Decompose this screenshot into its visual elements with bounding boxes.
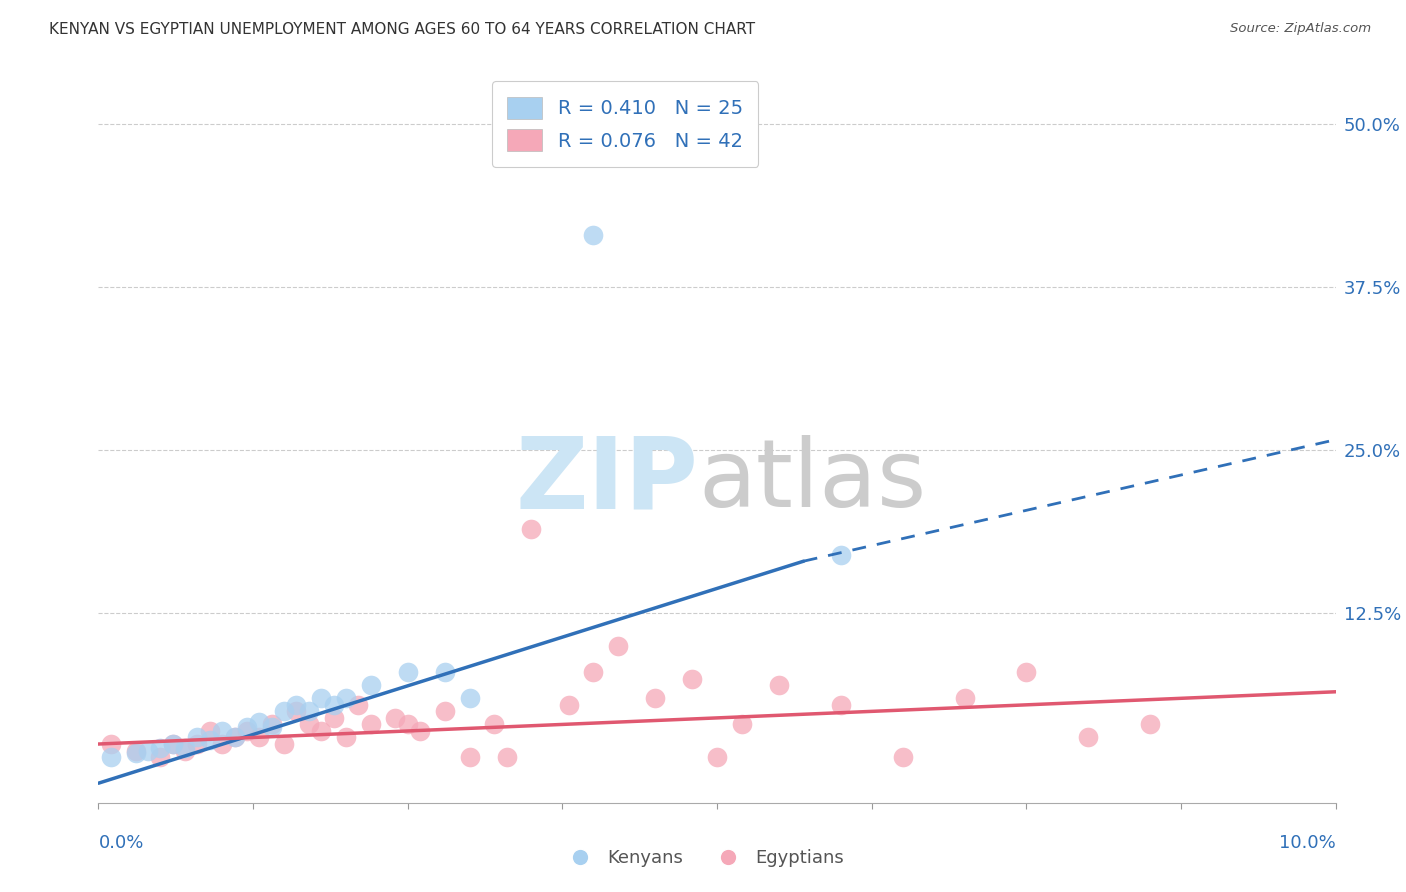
- Point: [124, 743, 146, 757]
- Point: [557, 698, 579, 712]
- Point: [309, 723, 332, 738]
- Text: ZIP: ZIP: [516, 433, 699, 530]
- Point: [396, 717, 419, 731]
- Point: [273, 705, 295, 719]
- Point: [520, 521, 543, 535]
- Point: [433, 705, 456, 719]
- Point: [335, 691, 357, 706]
- Point: [409, 723, 432, 738]
- Point: [953, 691, 976, 706]
- Point: [396, 665, 419, 680]
- Point: [891, 750, 914, 764]
- Point: [260, 720, 283, 734]
- Point: [298, 705, 321, 719]
- Point: [1139, 717, 1161, 731]
- Point: [211, 737, 233, 751]
- Point: [1015, 665, 1038, 680]
- Point: [433, 665, 456, 680]
- Point: [236, 720, 259, 734]
- Point: [224, 731, 246, 745]
- Text: 0.0%: 0.0%: [98, 834, 143, 852]
- Point: [582, 227, 605, 242]
- Point: [322, 711, 344, 725]
- Point: [162, 737, 184, 751]
- Point: [768, 678, 790, 692]
- Point: [644, 691, 666, 706]
- Point: [1077, 731, 1099, 745]
- Point: [347, 698, 370, 712]
- Point: [285, 698, 308, 712]
- Point: [162, 737, 184, 751]
- Point: [298, 717, 321, 731]
- Point: [322, 698, 344, 712]
- Point: [186, 737, 208, 751]
- Point: [124, 746, 146, 760]
- Legend: Kenyans, Egyptians: Kenyans, Egyptians: [555, 842, 851, 874]
- Point: [186, 731, 208, 745]
- Point: [149, 750, 172, 764]
- Point: [360, 678, 382, 692]
- Point: [273, 737, 295, 751]
- Text: 10.0%: 10.0%: [1279, 834, 1336, 852]
- Point: [309, 691, 332, 706]
- Point: [247, 731, 270, 745]
- Point: [582, 665, 605, 680]
- Point: [830, 548, 852, 562]
- Text: KENYAN VS EGYPTIAN UNEMPLOYMENT AMONG AGES 60 TO 64 YEARS CORRELATION CHART: KENYAN VS EGYPTIAN UNEMPLOYMENT AMONG AG…: [49, 22, 755, 37]
- Point: [731, 717, 754, 731]
- Point: [495, 750, 517, 764]
- Point: [247, 714, 270, 729]
- Point: [458, 691, 481, 706]
- Point: [224, 731, 246, 745]
- Point: [285, 705, 308, 719]
- Point: [260, 717, 283, 731]
- Point: [830, 698, 852, 712]
- Point: [100, 737, 122, 751]
- Point: [100, 750, 122, 764]
- Point: [136, 743, 159, 757]
- Point: [335, 731, 357, 745]
- Point: [236, 723, 259, 738]
- Point: [198, 723, 221, 738]
- Point: [174, 743, 197, 757]
- Legend: R = 0.410   N = 25, R = 0.076   N = 42: R = 0.410 N = 25, R = 0.076 N = 42: [492, 81, 758, 167]
- Point: [384, 711, 406, 725]
- Point: [607, 639, 630, 653]
- Point: [458, 750, 481, 764]
- Point: [174, 740, 197, 755]
- Point: [149, 740, 172, 755]
- Point: [706, 750, 728, 764]
- Point: [198, 733, 221, 747]
- Text: atlas: atlas: [699, 435, 927, 527]
- Point: [484, 717, 506, 731]
- Text: Source: ZipAtlas.com: Source: ZipAtlas.com: [1230, 22, 1371, 36]
- Point: [211, 723, 233, 738]
- Point: [360, 717, 382, 731]
- Point: [681, 672, 703, 686]
